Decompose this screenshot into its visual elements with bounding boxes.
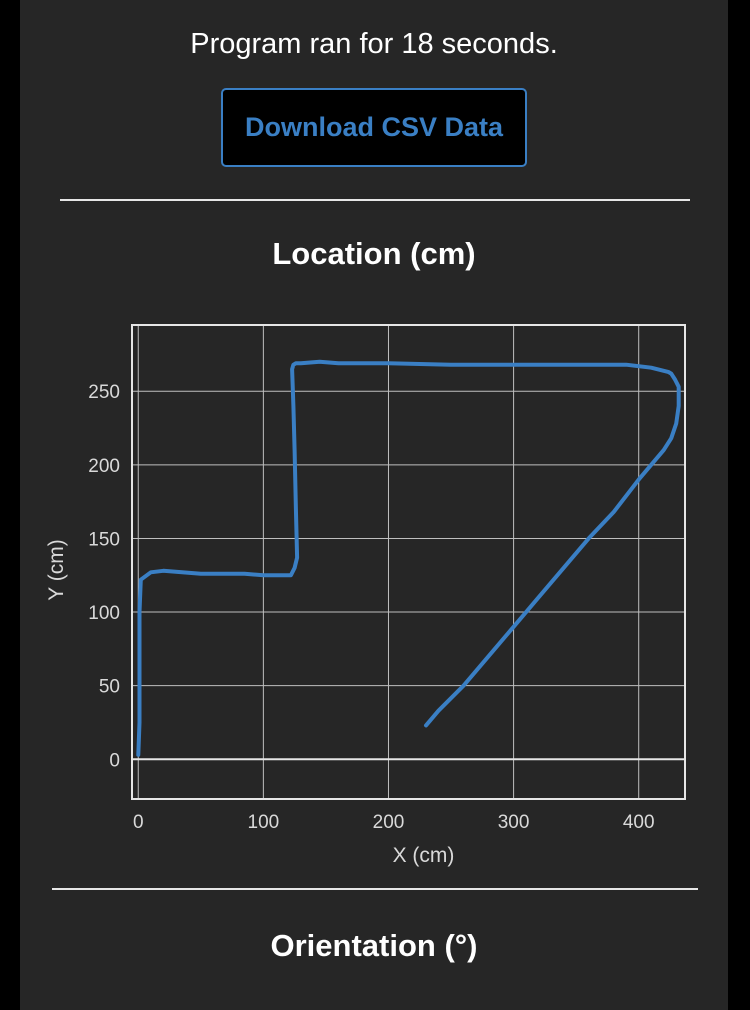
results-panel: Program ran for 18 seconds. Download CSV… xyxy=(20,0,728,1010)
y-tick-label: 150 xyxy=(88,529,120,550)
location-path-line xyxy=(136,359,681,757)
y-tick-label: 250 xyxy=(88,382,120,403)
plot-frame xyxy=(131,324,686,800)
x-tick-label: 100 xyxy=(248,812,280,833)
y-tick-label: 100 xyxy=(88,603,120,624)
location-section-title: Location (cm) xyxy=(272,236,476,271)
y-tick-label: 50 xyxy=(99,677,120,698)
x-tick-label: 0 xyxy=(133,812,144,833)
location-chart: 0 100 200 300 400 0 50 100 150 200 250 X (cm) Y (cm) xyxy=(45,324,686,867)
y-axis-label: Y (cm) xyxy=(45,539,68,600)
x-tick-label: 200 xyxy=(373,812,405,833)
x-axis-label: X (cm) xyxy=(393,844,455,867)
y-tick-label: 200 xyxy=(88,456,120,477)
x-tick-label: 400 xyxy=(623,812,655,833)
download-csv-button[interactable]: Download CSV Data xyxy=(221,88,527,167)
runtime-status: Program ran for 18 seconds. xyxy=(190,28,558,60)
orientation-section-title: Orientation (°) xyxy=(270,928,478,963)
section-divider xyxy=(60,199,690,201)
y-tick-label: 0 xyxy=(109,750,120,771)
section-divider xyxy=(52,888,698,890)
x-tick-label: 300 xyxy=(498,812,530,833)
